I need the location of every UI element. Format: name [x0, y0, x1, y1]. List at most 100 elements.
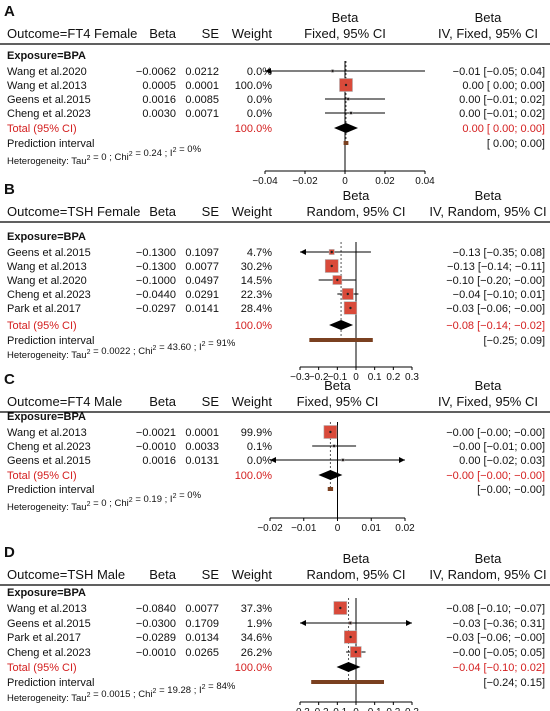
- superscript: 2: [87, 692, 91, 699]
- exposure-label: Exposure=BPA: [7, 50, 86, 62]
- study-beta: −0.0021: [136, 427, 176, 439]
- study-ci-arrow-left: [300, 249, 306, 255]
- column-header-weight: Weight: [232, 204, 273, 219]
- study-ci-arrow-right: [406, 620, 412, 626]
- plot-header-method: Fixed, 95% CI: [297, 394, 379, 409]
- total-ci: −0.00 [−0.00; −0.00]: [446, 470, 545, 482]
- study-se: 0.0085: [185, 94, 219, 106]
- study-weight: 34.6%: [241, 632, 272, 644]
- heterogeneity-stats: Heterogeneity: Tau2 = 0 ; Chi2 = 0.19 ; …: [7, 490, 202, 513]
- total-label: Total (95% CI): [7, 662, 77, 674]
- study-se: 0.0497: [185, 275, 219, 287]
- x-axis-tick-label: 0.3: [405, 707, 419, 711]
- study-name: Cheng et al.2023: [7, 108, 91, 120]
- study-point-estimate: [331, 69, 334, 73]
- study-ci: −0.00 [−0.00; −0.00]: [446, 427, 545, 439]
- study-se: 0.1709: [185, 618, 219, 630]
- pooled-diamond: [329, 320, 354, 330]
- prediction-ci: [−0.00; −0.00]: [477, 484, 545, 496]
- study-name: Park et al.2017: [7, 632, 81, 644]
- total-weight: 100.0%: [235, 470, 273, 482]
- outcome-label: Outcome=FT4 Female: [7, 26, 137, 41]
- column-header-se: SE: [202, 26, 220, 41]
- study-point-estimate: [349, 306, 352, 310]
- column-header-beta: Beta: [149, 26, 177, 41]
- total-ci: 0.00 [ 0.00; 0.00]: [462, 123, 545, 135]
- study-beta: 0.0030: [142, 108, 176, 120]
- study-se: 0.0071: [185, 108, 219, 120]
- study-beta: −0.0297: [136, 303, 176, 315]
- heterogeneity-text: Heterogeneity: Tau: [7, 156, 87, 167]
- study-name: Wang et al.2013: [7, 261, 87, 273]
- study-beta: −0.0289: [136, 632, 176, 644]
- study-ci: −0.00 [−0.01; 0.00]: [453, 441, 545, 453]
- prediction-bar: [311, 680, 384, 684]
- study-weight: 1.9%: [247, 618, 272, 630]
- study-weight: 0.0%: [247, 108, 272, 120]
- plot-header-beta: Beta: [324, 378, 352, 393]
- column-header-beta: Beta: [149, 204, 177, 219]
- heterogeneity-text: = 0.0022 ; Chi: [90, 346, 152, 357]
- ci-header-method: IV, Fixed, 95% CI: [438, 394, 538, 409]
- x-axis-tick-label: −0.1: [327, 707, 347, 711]
- study-beta: −0.0010: [136, 441, 176, 453]
- total-weight: 100.0%: [235, 662, 273, 674]
- x-axis-tick-label: −0.02: [257, 523, 283, 534]
- plot-header-beta: Beta: [332, 10, 360, 25]
- total-label: Total (95% CI): [7, 320, 77, 332]
- panel-letter: C: [4, 371, 15, 388]
- pooled-diamond: [334, 123, 358, 133]
- heterogeneity-stats: Heterogeneity: Tau2 = 0 ; Chi2 = 0.24 ; …: [7, 144, 202, 167]
- study-name: Wang et al.2020: [7, 275, 87, 287]
- heterogeneity-text: = 91%: [206, 338, 236, 349]
- study-se: 0.0212: [185, 66, 219, 78]
- study-se: 0.0131: [185, 455, 219, 467]
- heterogeneity-text: = 19.28 ; I: [156, 685, 201, 696]
- study-weight: 28.4%: [241, 303, 272, 315]
- study-name: Cheng et al.2023: [7, 289, 91, 301]
- study-weight: 100.0%: [235, 80, 273, 92]
- superscript: 2: [202, 684, 206, 691]
- study-name: Geens et al.2015: [7, 247, 91, 259]
- panel-letter: A: [4, 3, 15, 20]
- prediction-label: Prediction interval: [7, 677, 94, 689]
- x-axis-tick-label: 0.2: [386, 372, 400, 383]
- study-name: Geens et al.2015: [7, 94, 91, 106]
- prediction-ci: [−0.24; 0.15]: [484, 677, 545, 689]
- column-header-weight: Weight: [232, 26, 273, 41]
- plot-header-beta: Beta: [343, 188, 371, 203]
- ci-header-beta: Beta: [475, 10, 503, 25]
- ci-header-beta: Beta: [475, 551, 503, 566]
- heterogeneity-stats: Heterogeneity: Tau2 = 0.0015 ; Chi2 = 19…: [7, 681, 236, 704]
- study-point-estimate: [346, 292, 349, 296]
- outcome-label: Outcome=TSH Male: [7, 567, 125, 582]
- prediction-label: Prediction interval: [7, 138, 94, 150]
- heterogeneity-stats: Heterogeneity: Tau2 = 0.0022 ; Chi2 = 43…: [7, 338, 236, 361]
- prediction-bar: [327, 487, 334, 491]
- study-point-estimate: [349, 111, 353, 115]
- study-ci: −0.03 [−0.36; 0.31]: [453, 618, 545, 630]
- heterogeneity-text: = 0.19 ; I: [133, 494, 173, 505]
- study-se: 0.0001: [185, 80, 219, 92]
- prediction-bar: [343, 141, 349, 145]
- study-ci: −0.00 [−0.05; 0.05]: [453, 647, 545, 659]
- x-axis-tick-label: 0: [353, 372, 359, 383]
- study-beta: 0.0005: [142, 80, 176, 92]
- prediction-label: Prediction interval: [7, 335, 94, 347]
- column-header-se: SE: [202, 394, 220, 409]
- study-ci: −0.10 [−0.20; −0.00]: [446, 275, 545, 287]
- plot-header-method: Random, 95% CI: [307, 567, 406, 582]
- superscript: 2: [87, 501, 91, 508]
- study-ci: −0.13 [−0.14; −0.11]: [447, 261, 545, 273]
- column-header-weight: Weight: [232, 567, 273, 582]
- study-point-estimate: [330, 250, 333, 254]
- superscript: 2: [129, 497, 133, 504]
- x-axis-tick-label: −0.2: [309, 372, 329, 383]
- superscript: 2: [173, 493, 177, 500]
- study-ci: 0.00 [ 0.00; 0.00]: [462, 80, 545, 92]
- heterogeneity-text: = 0%: [176, 144, 201, 155]
- study-se: 0.0001: [185, 427, 219, 439]
- study-se: 0.0077: [185, 261, 219, 273]
- study-beta: 0.0016: [142, 94, 176, 106]
